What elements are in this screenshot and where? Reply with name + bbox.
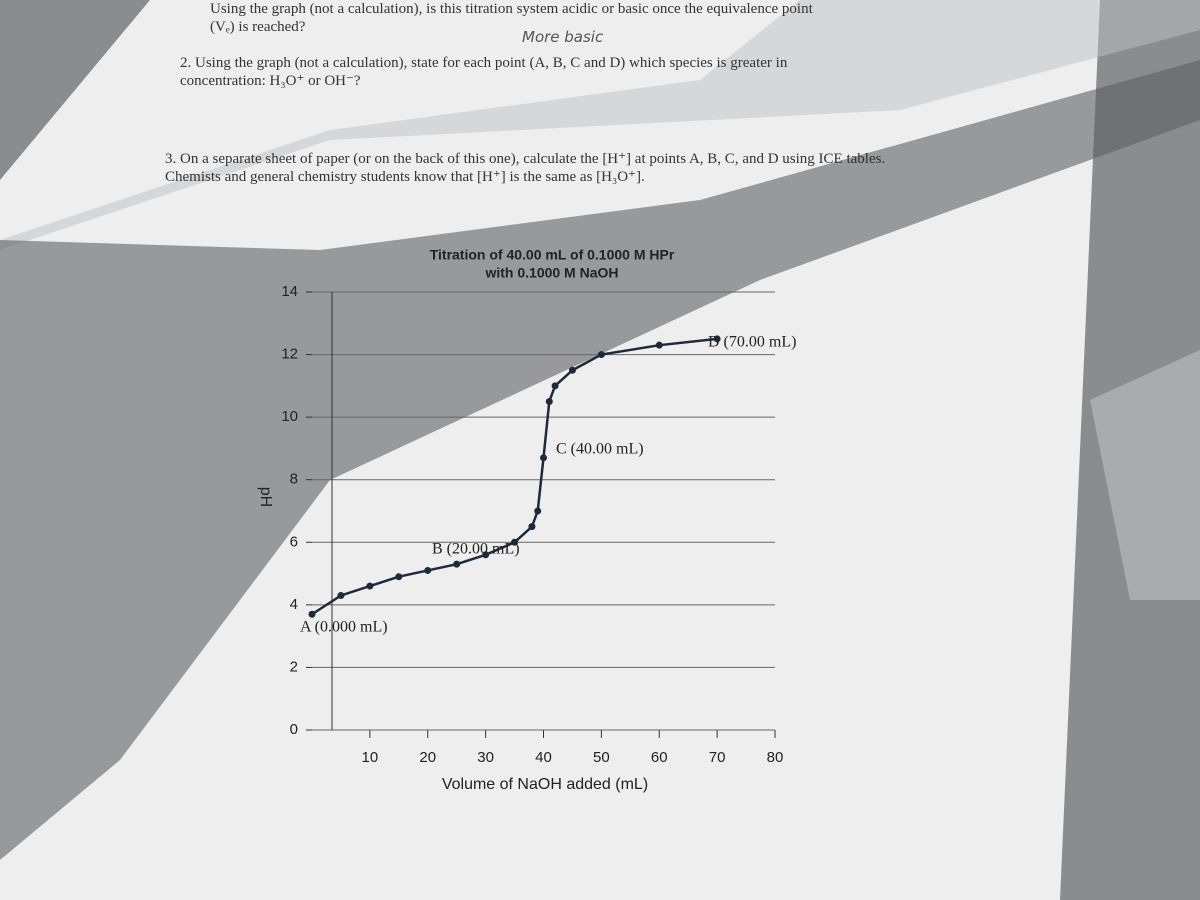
data-point (308, 610, 316, 618)
handwritten-answer: More basic (522, 28, 604, 46)
point-annotation: D (70.00 mL) (708, 334, 796, 351)
data-point (511, 538, 519, 546)
question-2: 2. Using the graph (not a calculation), … (180, 55, 788, 89)
point-annotation: A (0.000 mL) (300, 619, 388, 636)
data-point (424, 566, 432, 574)
data-point (597, 351, 605, 359)
point-annotation: B (20.00 mL) (432, 541, 520, 558)
x-tick-label: 40 (535, 749, 552, 766)
question-3: 3. On a separate sheet of paper (or on t… (165, 151, 886, 185)
data-point (551, 382, 559, 390)
data-point (545, 398, 553, 405)
x-tick-label: 30 (477, 749, 494, 766)
y-tick-label: 12 (281, 346, 298, 363)
y-tick-label: 8 (290, 471, 298, 488)
data-point (540, 454, 547, 462)
y-tick-label: 2 (290, 658, 298, 675)
titration-curve (311, 337, 718, 616)
data-point (534, 507, 542, 515)
shadow (0, 60, 1200, 860)
data-point (528, 523, 536, 531)
point-annotation: C (40.00 mL) (556, 441, 644, 458)
x-tick-label: 20 (419, 749, 436, 766)
data-point (568, 366, 576, 374)
x-tick-label: 60 (651, 749, 668, 766)
x-tick-label: 50 (593, 749, 610, 766)
desk (1090, 350, 1200, 600)
y-tick-label: 6 (290, 533, 298, 550)
x-axis-label: Volume of NaOH added (mL) (442, 776, 648, 793)
data-point (713, 335, 721, 343)
chart-subtitle: with 0.1000 M NaOH (484, 265, 618, 281)
chart-title: Titration of 40.00 mL of 0.1000 M HPr (430, 247, 675, 263)
data-point (453, 560, 461, 568)
y-tick-label: 4 (290, 596, 298, 613)
data-point (337, 591, 345, 599)
data-point (655, 341, 663, 349)
y-tick-label: 10 (281, 408, 298, 425)
data-point (366, 582, 374, 590)
y-tick-label: 14 (281, 283, 298, 300)
data-point (482, 551, 490, 559)
x-tick-label: 70 (709, 749, 726, 766)
question-1: Using the graph (not a calculation), is … (210, 1, 813, 35)
shadow (0, 0, 1200, 250)
x-tick-label: 10 (362, 749, 379, 766)
y-tick-label: 0 (290, 721, 298, 738)
y-axis-label: pH (257, 487, 274, 507)
x-tick-label: 80 (767, 749, 784, 766)
data-point (395, 573, 403, 581)
